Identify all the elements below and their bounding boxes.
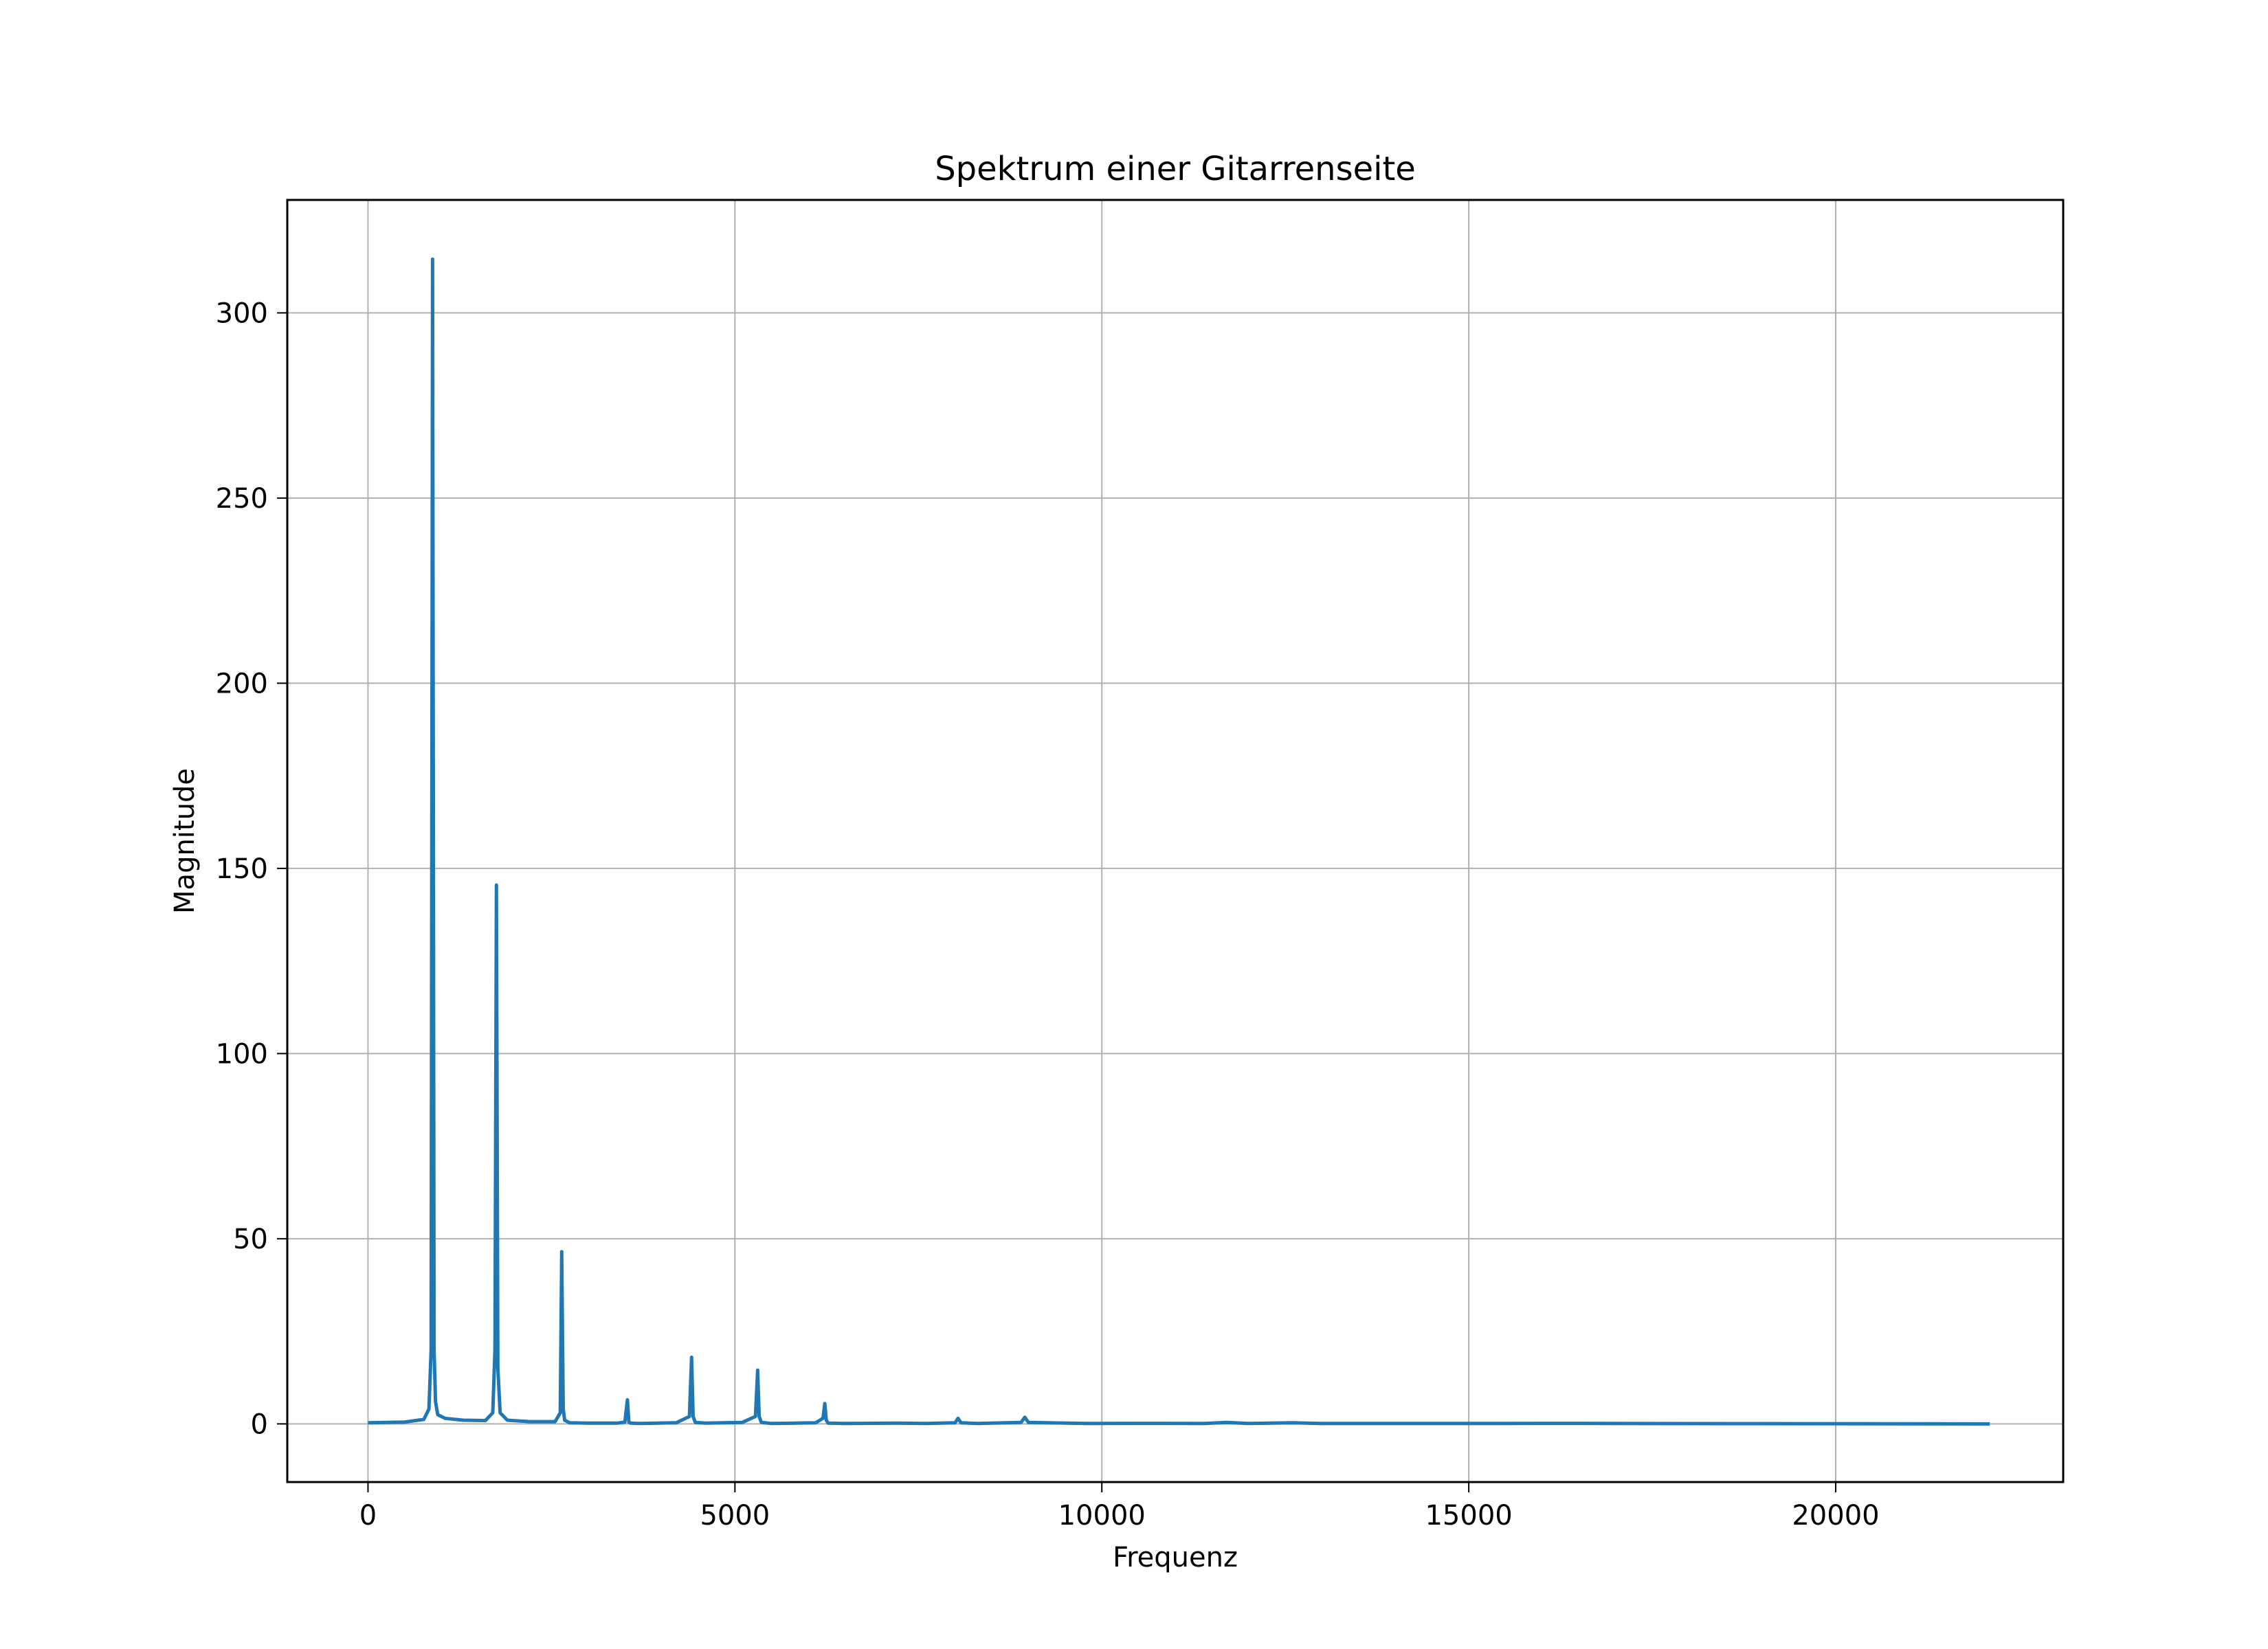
y-tick-label: 150 xyxy=(216,853,268,885)
chart-title: Spektrum einer Gitarrenseite xyxy=(935,150,1416,188)
x-axis-label: Frequenz xyxy=(1113,1542,1238,1573)
y-tick-label: 0 xyxy=(251,1409,268,1440)
axis-ticks: 0 5000 10000 15000 20000 0 50 100 150 200 250 300 xyxy=(216,298,1880,1532)
plot-area xyxy=(368,257,1990,1426)
x-tick-label: 5000 xyxy=(700,1500,770,1532)
y-tick-label: 250 xyxy=(216,483,268,515)
axes-frame xyxy=(286,199,2065,1483)
y-tick-label: 50 xyxy=(233,1224,268,1255)
x-tick-label: 0 xyxy=(359,1500,377,1532)
x-tick-label: 20000 xyxy=(1792,1500,1879,1532)
x-tick-label: 15000 xyxy=(1425,1500,1512,1532)
y-tick-label: 100 xyxy=(216,1038,268,1070)
y-tick-label: 200 xyxy=(216,668,268,699)
x-tick-label: 10000 xyxy=(1058,1500,1146,1532)
y-tick-label: 300 xyxy=(216,298,268,329)
spectrum-line xyxy=(368,257,1990,1426)
y-axis-label: Magnitude xyxy=(169,768,201,914)
